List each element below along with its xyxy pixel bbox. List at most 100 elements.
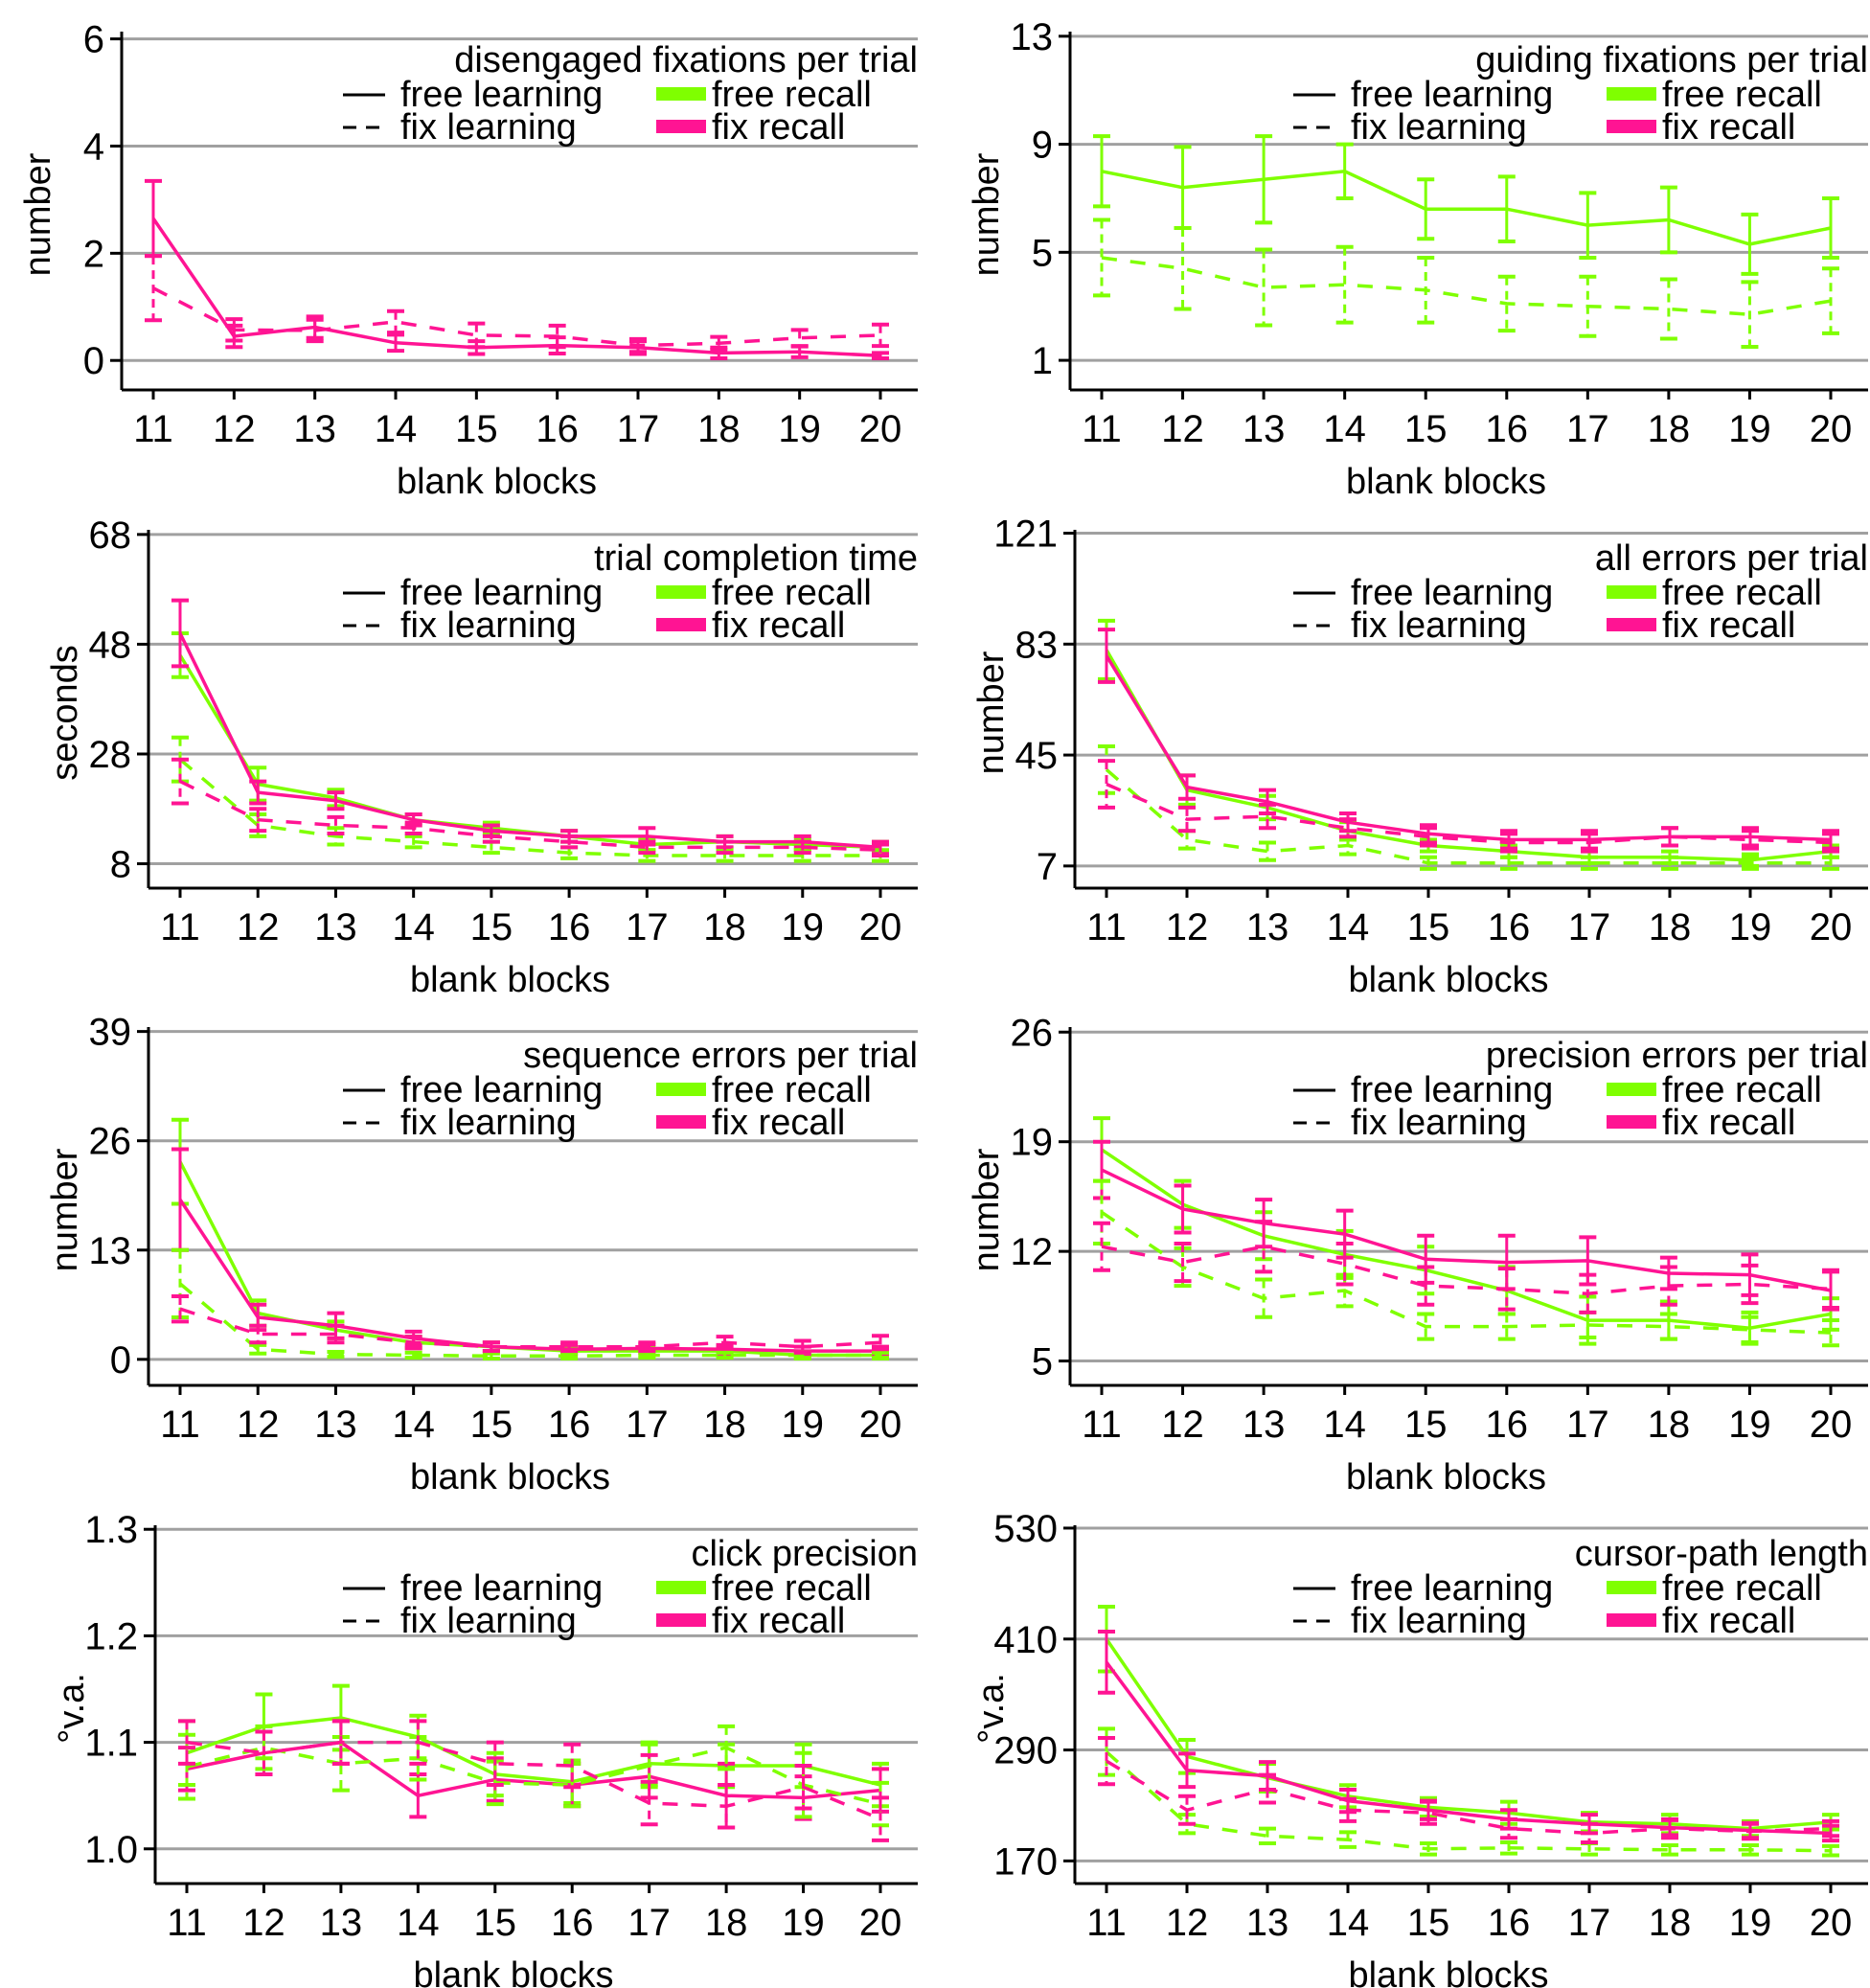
y-tick-label: 1 (1032, 340, 1053, 382)
y-tick-label: 13 (1011, 16, 1054, 58)
y-tick-label: 1.2 (84, 1615, 138, 1657)
x-tick-label: 15 (470, 906, 513, 948)
chart-panel-4: 7 45 83 121 11 12 13 14 15 16 17 18 19 20 blank blocks… (971, 514, 1868, 1000)
x-tick-label: 15 (470, 1404, 513, 1446)
x-tick-label: 20 (1810, 408, 1853, 450)
x-tick-label: 20 (859, 906, 902, 948)
legend-label-free-recall: free recall (712, 1070, 872, 1110)
series-line (179, 780, 881, 852)
y-tick-label: 9 (1032, 125, 1053, 167)
legend-swatch-fix-recall (656, 618, 706, 631)
x-tick-label: 16 (536, 408, 579, 450)
x-tick-label: 15 (1407, 906, 1450, 948)
y-tick-label: 28 (89, 734, 132, 776)
x-tick-label: 16 (1488, 1902, 1531, 1944)
series-fix-recall-fix-learning (1098, 759, 1839, 854)
chart-panel-3: 8 28 48 68 11 12 13 14 15 16 17 18 19 20 blank blocks s… (45, 514, 918, 1000)
x-axis-label: blank blocks (410, 1457, 610, 1497)
legend-label-fix-learning: fix learning (1351, 107, 1527, 148)
x-tick-label: 18 (703, 906, 746, 948)
x-tick-label: 14 (1323, 1404, 1366, 1446)
legend-label-fix-recall: fix recall (712, 606, 845, 646)
x-tick-label: 12 (1161, 1404, 1204, 1446)
y-tick-label: 0 (83, 340, 104, 382)
series-line (186, 1746, 881, 1806)
x-tick-label: 12 (1166, 906, 1209, 948)
series-line (1106, 1759, 1832, 1836)
y-tick-label: 2 (83, 233, 104, 275)
x-tick-label: 20 (859, 1902, 902, 1944)
x-tick-label: 11 (1086, 906, 1127, 948)
x-tick-label: 13 (314, 906, 357, 948)
series-free-recall-fix-learning (171, 1247, 889, 1360)
legend-swatch-fix-recall (1607, 618, 1656, 631)
legend-label-free-learning: free learning (400, 1070, 603, 1110)
y-tick-label: 12 (1011, 1231, 1054, 1273)
y-tick-label: 6 (83, 19, 104, 61)
series-free-recall-free-learning (1098, 618, 1839, 868)
x-tick-label: 18 (1648, 1404, 1691, 1446)
y-tick-label: 1.1 (84, 1723, 138, 1765)
y-tick-label: 0 (110, 1339, 131, 1382)
y-tick-label: 39 (89, 1012, 132, 1054)
legend-label-fix-recall: fix recall (1662, 606, 1795, 646)
y-axis-label: seconds (45, 645, 85, 781)
y-tick-label: 530 (993, 1508, 1058, 1550)
x-tick-label: 18 (1649, 1902, 1692, 1944)
y-axis-label: number (967, 152, 1007, 276)
legend-swatch-free-recall (656, 87, 706, 101)
x-tick-label: 14 (392, 906, 435, 948)
x-axis-label: blank blocks (1346, 1457, 1546, 1497)
x-tick-label: 19 (778, 408, 821, 450)
series-line (178, 1282, 880, 1359)
y-axis-label: °v.a. (971, 1673, 1012, 1744)
chart-title: click precision (691, 1534, 918, 1574)
x-axis-label: blank blocks (410, 960, 610, 1000)
series-line (178, 758, 880, 857)
legend-label-free-recall: free recall (712, 1568, 872, 1609)
legend-swatch-fix-recall (656, 120, 706, 133)
legend-label-free-learning: free learning (400, 1568, 603, 1609)
x-tick-label: 11 (133, 408, 173, 450)
series-line (1101, 256, 1832, 316)
series-free-recall-free-learning (171, 630, 889, 856)
x-tick-label: 18 (1648, 408, 1691, 450)
x-tick-label: 17 (617, 408, 660, 450)
legend-label-fix-recall: fix recall (712, 107, 845, 148)
legend-label-fix-recall: fix recall (1662, 1103, 1795, 1143)
y-tick-label: 48 (89, 624, 132, 666)
legend-label-free-learning: free learning (400, 75, 603, 115)
x-tick-label: 12 (237, 1404, 280, 1446)
series-line (1105, 654, 1832, 842)
series-line (1101, 1245, 1832, 1296)
series-line (186, 1740, 881, 1821)
x-tick-label: 18 (1649, 906, 1692, 948)
chart-title: cursor-path length (1575, 1534, 1868, 1574)
y-tick-label: 26 (1011, 1012, 1054, 1054)
chart-title: disengaged fixations per trial (454, 40, 918, 80)
x-tick-label: 17 (626, 1404, 669, 1446)
legend-label-fix-learning: fix learning (400, 1103, 577, 1143)
legend-swatch-free-recall (1607, 1083, 1656, 1096)
x-axis-label: blank blocks (413, 1955, 613, 1988)
series-line (1105, 1750, 1832, 1853)
legend-label-free-learning: free learning (1351, 1070, 1553, 1110)
legend-label-free-recall: free recall (1662, 75, 1822, 115)
x-tick-label: 14 (1323, 408, 1366, 450)
legend-label-fix-recall: fix recall (1662, 1601, 1795, 1641)
x-axis-label: blank blocks (1348, 1955, 1548, 1988)
chart-panel-6: 5 12 19 26 11 12 13 14 15 16 17 18 19 20 blank blocks n… (967, 1012, 1868, 1497)
series-free-recall-free-learning (178, 1683, 889, 1809)
y-tick-label: 83 (1015, 624, 1059, 666)
series-line (1105, 1660, 1832, 1836)
series-line (178, 1199, 880, 1353)
x-tick-label: 15 (1404, 408, 1448, 450)
series-fix-recall-fix-learning (1093, 1220, 1839, 1314)
legend-label-free-learning: free learning (1351, 75, 1553, 115)
chart-panel-7: 1.0 1.1 1.2 1.3 11 12 13 14 15 16 17 18 19 20 blank bl… (52, 1509, 918, 1988)
y-tick-label: 8 (110, 844, 131, 886)
x-tick-label: 20 (1810, 906, 1853, 948)
x-tick-label: 20 (1810, 1902, 1853, 1944)
series-fix-recall-fix-learning (171, 757, 889, 857)
